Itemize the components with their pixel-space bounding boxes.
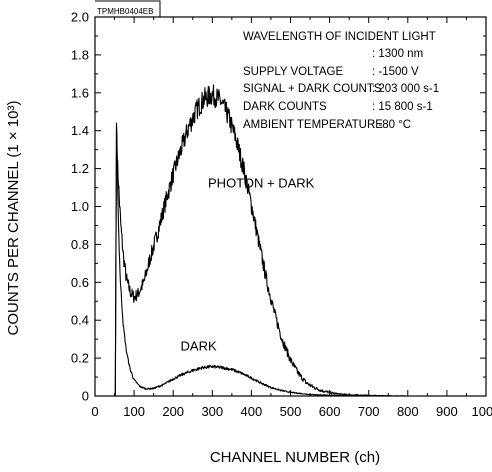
x-tick-label: 100 [123, 404, 145, 419]
y-tick-labels: 0 0.2 0.4 0.6 0.8 1.0 1.2 1.4 1.6 1.8 2.0 [71, 10, 89, 404]
x-axis-title: CHANNEL NUMBER (ch) [210, 449, 380, 466]
y-tick-label: 0.6 [71, 275, 89, 290]
y-tick-label: 0.2 [71, 351, 89, 366]
condition-value: : 15 800 s-1 [372, 101, 433, 113]
y-tick-label: 2.0 [71, 10, 89, 25]
curve-label: PHOTON + DARK [208, 176, 315, 191]
y-tick-label: 1.4 [71, 123, 89, 138]
condition-label: DARK COUNTS [243, 101, 327, 113]
data-series [114, 84, 487, 397]
curve-label: DARK [181, 339, 217, 354]
chart-code: TPMHB0404EB [97, 7, 153, 16]
y-tick-label: 0.4 [71, 313, 89, 328]
x-tick-label: 700 [358, 404, 380, 419]
condition-value: : -1500 V [372, 66, 419, 78]
x-tick-label: 900 [436, 404, 458, 419]
x-tick-label: 500 [280, 404, 302, 419]
code-box-outline [95, 0, 161, 17]
conditions-box: WAVELENGTH OF INCIDENT LIGHT : 1300 nm SUP… [243, 31, 439, 131]
x-tick-label: 0 [91, 404, 98, 419]
axis-ticks [94, 16, 487, 397]
condition-label: WAVELENGTH OF INCIDENT LIGHT [243, 31, 436, 43]
y-tick-label: 1.0 [71, 199, 89, 214]
series-dark [114, 126, 487, 397]
condition-value: : -80 °C [372, 119, 411, 131]
y-axis-title: COUNTS PER CHANNEL (1 × 10³) [5, 101, 22, 336]
x-tick-label: 600 [319, 404, 341, 419]
condition-label: AMBIENT TEMPERATURE [243, 119, 383, 131]
x-tick-label: 200 [162, 404, 184, 419]
x-tick-label: 400 [241, 404, 263, 419]
condition-value: : 1300 nm [372, 48, 423, 60]
condition-label: SUPPLY VOLTAGE [243, 66, 343, 78]
plot-frame [94, 0, 487, 397]
x-tick-label: 300 [201, 404, 223, 419]
y-tick-label: 1.2 [71, 161, 89, 176]
y-tick-label: 0.8 [71, 237, 89, 252]
y-tick-label: 0 [82, 389, 89, 404]
x-tick-label: 800 [397, 404, 419, 419]
condition-value: : 203 000 s-1 [372, 83, 439, 95]
y-tick-label: 1.6 [71, 85, 89, 100]
y-tick-label: 1.8 [71, 47, 89, 62]
condition-label: SIGNAL + DARK COUNTS [243, 83, 382, 95]
series-photon-plus-dark [114, 84, 487, 397]
curve-labels: PHOTON + DARK DARK [181, 176, 315, 354]
